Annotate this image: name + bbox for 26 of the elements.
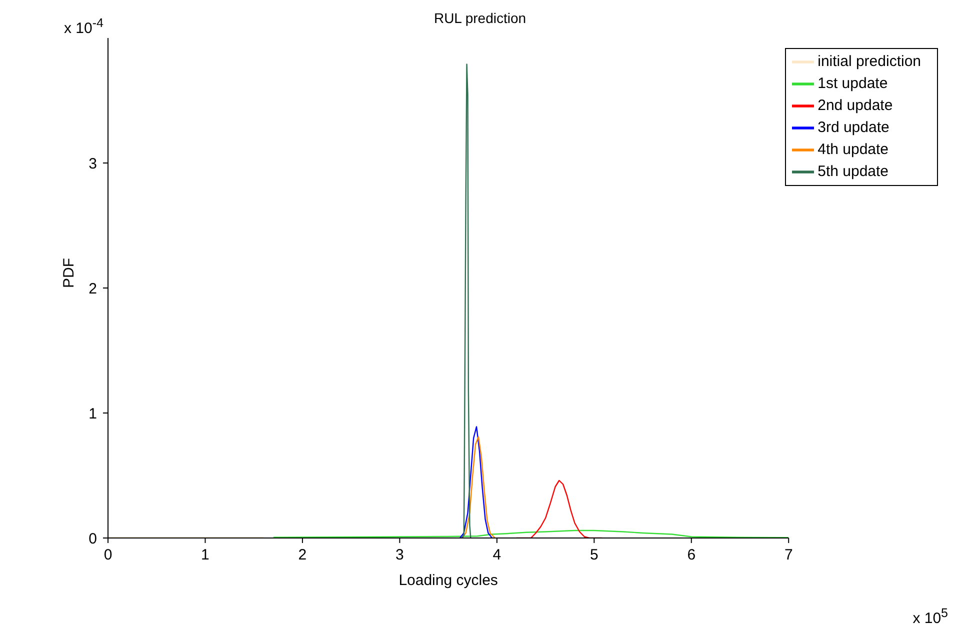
chart-title: RUL prediction [434,10,526,26]
legend-label: 5th update [818,162,889,180]
x-tick-label: 0 [104,546,112,564]
x-tick-label: 4 [492,546,502,564]
line-series [461,64,472,538]
y-tick-label: 3 [88,155,97,172]
legend-label: initial prediction [818,52,921,70]
x-tick-label: 6 [687,546,696,564]
y-tick-label: 2 [88,280,97,298]
line-series [459,426,493,538]
legend-label: 1st update [818,74,888,92]
legend-label: 4th update [818,140,889,158]
x-tick-label: 1 [201,546,210,564]
legend-label: 3rd update [818,118,890,136]
x-tick-label: 5 [590,546,598,564]
y-tick-label: 0 [88,530,97,548]
text: x 10$^{-4}$ [64,16,104,37]
y-tick-label: 1 [88,405,97,422]
text: x 10$^{5}$ [912,606,948,627]
x-tick-label: 3 [396,546,404,564]
x-tick-label: 7 [784,546,793,564]
line-series [272,530,789,538]
y-axis-title: PDF [60,258,78,288]
x-axis-title: Loading cycles [398,572,498,589]
legend-label: 2nd update [818,96,893,114]
x-tick-label: 2 [298,546,307,564]
